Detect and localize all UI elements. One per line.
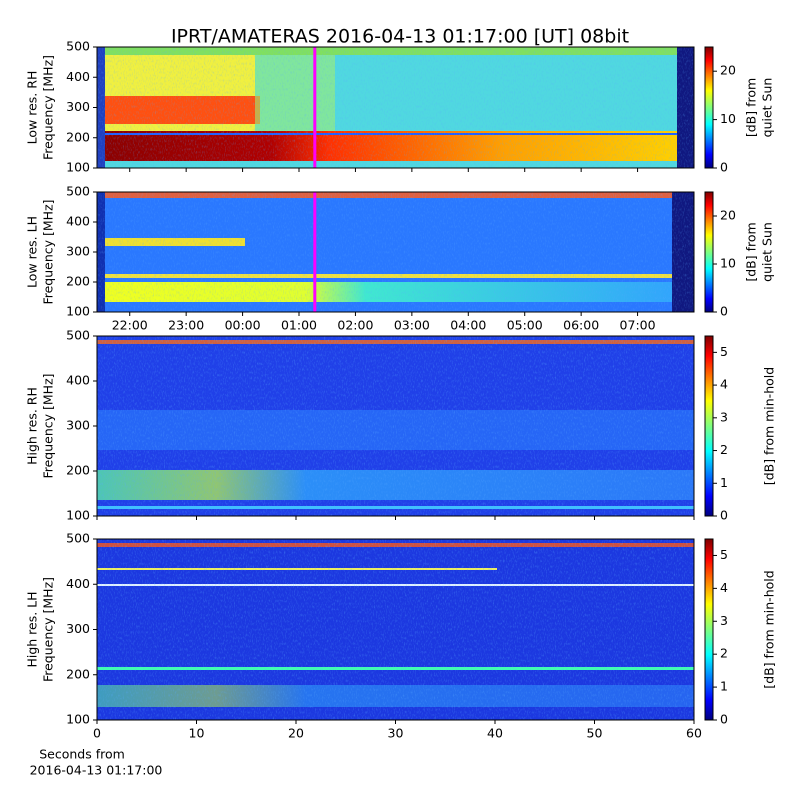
x-tick-label: 02:00 (337, 318, 373, 333)
x-tick-label: 04:00 (450, 318, 486, 333)
x-tick-label: 30 (388, 726, 404, 741)
colorbar-tick-label: 5 (720, 344, 728, 359)
y-tick-label: 100 (66, 304, 90, 319)
x-tick-label: 22:00 (112, 318, 148, 333)
colorbar-tick-label: 10 (720, 111, 736, 126)
chart-title: IPRT/AMATERAS 2016-04-13 01:17:00 [UT] 0… (171, 26, 629, 48)
x-tick-label: 20 (288, 726, 304, 741)
colorbar-label: quiet Sun (760, 78, 775, 138)
colorbar-tick-label: 2 (720, 646, 728, 661)
colorbar-tick-label: 1 (720, 679, 728, 694)
x-axis-label: 2016-04-13 01:17:00 (30, 763, 163, 778)
x-tick-label: 03:00 (394, 318, 430, 333)
spectrogram (97, 192, 694, 312)
colorbar-tick-label: 0 (720, 712, 728, 727)
y-tick-label: 100 (66, 160, 90, 175)
colorbar-label: [dB] from (744, 222, 759, 281)
spectrogram (97, 336, 694, 516)
y-tick-label: 300 (66, 621, 90, 636)
y-tick-label: 300 (66, 244, 90, 259)
y-tick-label: 300 (66, 99, 90, 114)
y-axis-label: Frequency [MHz] (41, 577, 56, 682)
y-tick-label: 500 (66, 184, 90, 199)
y-tick-label: 400 (66, 576, 90, 591)
colorbar-tick-label: 3 (720, 613, 728, 628)
colorbar-tick-label: 2 (720, 442, 728, 457)
y-tick-label: 200 (66, 463, 90, 478)
y-tick-label: 100 (66, 508, 90, 523)
colorbar-tick-label: 3 (720, 409, 728, 424)
spectrogram (97, 539, 694, 720)
x-tick-label: 50 (587, 726, 603, 741)
colorbar-tick-label: 5 (720, 547, 728, 562)
y-axis-label: High res. LH (25, 591, 40, 667)
colorbar-tick-label: 4 (720, 580, 728, 595)
colorbar-tick-label: 10 (720, 256, 736, 271)
y-tick-label: 500 (66, 531, 90, 546)
y-tick-label: 500 (66, 328, 90, 343)
y-tick-label: 500 (66, 39, 90, 54)
y-tick-label: 200 (66, 666, 90, 681)
x-tick-label: 07:00 (620, 318, 656, 333)
x-tick-label: 06:00 (563, 318, 599, 333)
y-axis-label: High res. RH (25, 387, 40, 465)
x-axis-label: Seconds from (39, 747, 125, 762)
colorbar-label: [dB] from (744, 78, 759, 137)
x-tick-label: 05:00 (507, 318, 543, 333)
colorbar-tick-label: 20 (720, 208, 736, 223)
colorbar-label: [dB] from min-hold (762, 570, 777, 688)
y-axis-label: Frequency [MHz] (41, 55, 56, 160)
spectrogram (97, 47, 694, 168)
y-tick-label: 400 (66, 373, 90, 388)
colorbar-label: [dB] from min-hold (762, 367, 777, 485)
y-axis-label: Low res. RH (25, 71, 40, 145)
colorbar (704, 538, 714, 721)
y-tick-label: 400 (66, 69, 90, 84)
y-tick-label: 100 (66, 712, 90, 727)
y-tick-label: 200 (66, 129, 90, 144)
x-tick-label: 23:00 (168, 318, 204, 333)
colorbar (704, 191, 714, 313)
y-axis-label: Low res. LH (25, 216, 40, 288)
x-tick-label: 0 (93, 726, 101, 741)
colorbar-tick-label: 0 (720, 304, 728, 319)
y-axis-label: Frequency [MHz] (41, 199, 56, 304)
colorbar-label: quiet Sun (760, 222, 775, 282)
y-tick-label: 300 (66, 418, 90, 433)
x-tick-label: 40 (487, 726, 503, 741)
colorbar (704, 335, 714, 517)
y-tick-label: 200 (66, 274, 90, 289)
colorbar-tick-label: 20 (720, 63, 736, 78)
colorbar-tick-label: 4 (720, 377, 728, 392)
x-tick-label: 60 (686, 726, 702, 741)
y-tick-label: 400 (66, 214, 90, 229)
colorbar-tick-label: 0 (720, 160, 728, 175)
colorbar-tick-label: 1 (720, 475, 728, 490)
x-tick-label: 00:00 (225, 318, 261, 333)
x-tick-label: 10 (189, 726, 205, 741)
colorbar-tick-label: 0 (720, 508, 728, 523)
y-axis-label: Frequency [MHz] (41, 373, 56, 478)
x-tick-label: 01:00 (281, 318, 317, 333)
colorbar (704, 46, 714, 169)
